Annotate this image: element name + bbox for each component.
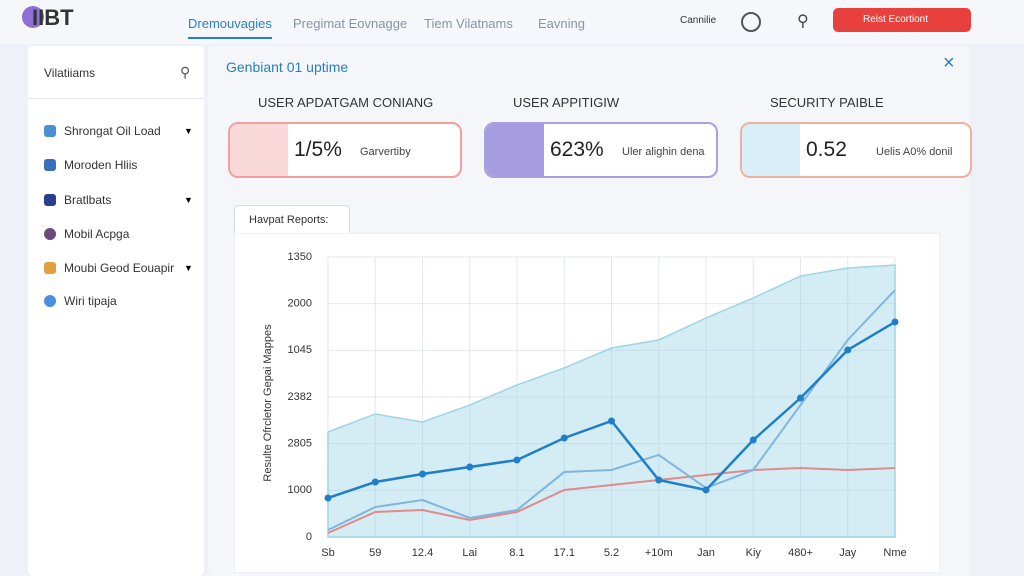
point <box>891 318 899 326</box>
logo: IIBT <box>32 5 74 30</box>
x-tick-label: 480+ <box>788 547 813 559</box>
card-title: USER APDATGAM CONIANG <box>258 95 434 110</box>
y-tick-label: 1350 <box>288 251 312 263</box>
x-tick-label: +10m <box>645 547 673 559</box>
chevron[interactable]: ▼ <box>184 126 193 136</box>
chevron[interactable]: ▼ <box>184 263 193 273</box>
header-button[interactable]: Reist Ecortiont <box>833 8 971 32</box>
sidebar-item[interactable]: Moroden Hliis <box>44 158 137 172</box>
panel-title: Genbiant 01 uptime <box>226 59 349 75</box>
x-tick-label: 59 <box>369 547 381 559</box>
line <box>327 289 896 531</box>
chart: Resulte Ofrcletor Gepai Mappes 0 1000 2805… <box>234 233 940 573</box>
y-tick-label: 2000 <box>288 298 312 310</box>
nav-tab[interactable]: Dremouvagies <box>188 16 272 39</box>
line <box>327 467 896 534</box>
point <box>844 346 852 354</box>
point <box>655 476 663 484</box>
nav-tab[interactable]: Tiem Vilatnams <box>424 16 513 31</box>
x-tick-label: Nme <box>883 547 906 559</box>
point <box>324 494 332 502</box>
card-title: USER APPITIGIW <box>513 95 620 110</box>
search-icon[interactable]: ⚲ <box>797 13 809 30</box>
x-tick-label: Jan <box>697 547 715 559</box>
card-note: Uelis A0% donil <box>876 146 953 158</box>
card-value: 623% <box>550 138 604 161</box>
divider <box>28 98 204 99</box>
card: 0.52 Uelis A0% donil <box>740 122 972 178</box>
card: 623% Uler alighin dena <box>484 122 718 178</box>
x-tick-label: Lai <box>462 547 477 559</box>
sidebar-title: Vilatiiams <box>44 66 96 80</box>
point <box>797 394 804 402</box>
logo-icon <box>22 6 44 28</box>
point <box>702 486 710 494</box>
x-tick-label: Sb <box>321 547 334 559</box>
sidebar-item[interactable]: Shrongat Oil Load <box>44 124 161 138</box>
x-tick-label: 5.2 <box>604 547 619 559</box>
user-name: Cannilie <box>680 15 717 26</box>
card-value: 1/5% <box>294 138 342 161</box>
x-tick-label: 8.1 <box>509 547 524 559</box>
sidebar <box>28 46 204 576</box>
y-axis-label: Resulte Ofrcletor Gepai Mappes <box>262 324 274 482</box>
card-value: 0.52 <box>806 138 847 161</box>
chevron[interactable]: ▼ <box>184 195 193 205</box>
card-title: SECURITY PAIBLE <box>770 95 884 110</box>
sidebar-item[interactable]: Wiri tipaja <box>44 294 117 308</box>
point <box>608 417 615 425</box>
card-note: Garvertiby <box>360 146 411 158</box>
y-tick-label: 1045 <box>288 344 312 356</box>
point <box>749 436 757 444</box>
settings-icon[interactable] <box>741 12 761 32</box>
point <box>466 463 474 471</box>
y-tick-label: 0 <box>306 531 312 543</box>
report-tab[interactable]: Havpat Reports: <box>234 205 350 233</box>
y-tick-label: 2382 <box>288 391 312 403</box>
card-note: Uler alighin dena <box>622 146 705 158</box>
x-tick-label: Kiy <box>746 547 762 559</box>
y-tick-label: 1000 <box>288 484 312 496</box>
x-tick-label: Jay <box>839 547 857 559</box>
close-icon[interactable]: × <box>943 52 955 74</box>
point <box>513 456 521 464</box>
x-tick-label: 17.1 <box>554 547 575 559</box>
sidebar-item[interactable]: Mobil Acpga <box>44 227 129 241</box>
chart-background <box>234 233 940 573</box>
sidebar-item[interactable]: Bratlbats <box>44 193 111 207</box>
sidebar-search[interactable]: ⚲ <box>180 64 191 80</box>
nav-tab[interactable]: Eavning <box>538 16 585 31</box>
point <box>560 434 568 442</box>
sidebar-item[interactable]: Moubi Geod Eouapir <box>44 261 174 275</box>
y-tick-label: 2805 <box>288 438 312 450</box>
nav-tab[interactable]: Pregimat Eovnagge <box>293 16 408 31</box>
point <box>419 470 426 478</box>
x-tick-label: 12.4 <box>412 547 433 559</box>
card: 1/5% Garvertiby <box>228 122 462 178</box>
point <box>371 478 379 486</box>
